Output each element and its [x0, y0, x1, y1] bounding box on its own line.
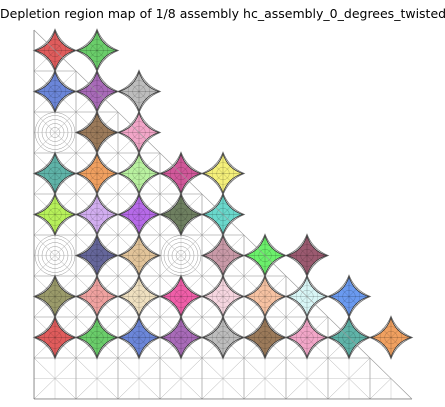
pin-cell [284, 233, 330, 278]
pin-cell [242, 315, 288, 360]
pin-cell [116, 151, 162, 196]
pin-cell [32, 192, 78, 237]
pin-cell [158, 192, 204, 237]
pin-cell [116, 233, 162, 278]
pin-cell [158, 315, 204, 360]
pin-cell [32, 315, 78, 360]
map-title: Depletion region map of 1/8 assembly hc_… [0, 6, 445, 21]
pin-cell [74, 192, 120, 237]
pin-cell [74, 110, 120, 155]
pin-cell [200, 315, 246, 360]
pin-cell [74, 233, 120, 278]
pin-cell [116, 274, 162, 319]
pin-cell [32, 274, 78, 319]
pin-cell [74, 28, 120, 73]
pin-cell [242, 274, 288, 319]
pin-cell [116, 315, 162, 360]
pin-cell [74, 274, 120, 319]
pin-cell [326, 274, 372, 319]
pin-cell [32, 69, 78, 114]
pin-cell [116, 69, 162, 114]
pin-cell [200, 233, 246, 278]
pin-cell [284, 315, 330, 360]
pin-cell [368, 315, 414, 360]
pin-cell [74, 315, 120, 360]
pin-cell [158, 274, 204, 319]
pin-cell [74, 151, 120, 196]
assembly-boundary [33, 29, 413, 400]
pin-cell [32, 151, 78, 196]
pin-cell [200, 274, 246, 319]
pin-cell [116, 192, 162, 237]
pin-cell [200, 151, 246, 196]
